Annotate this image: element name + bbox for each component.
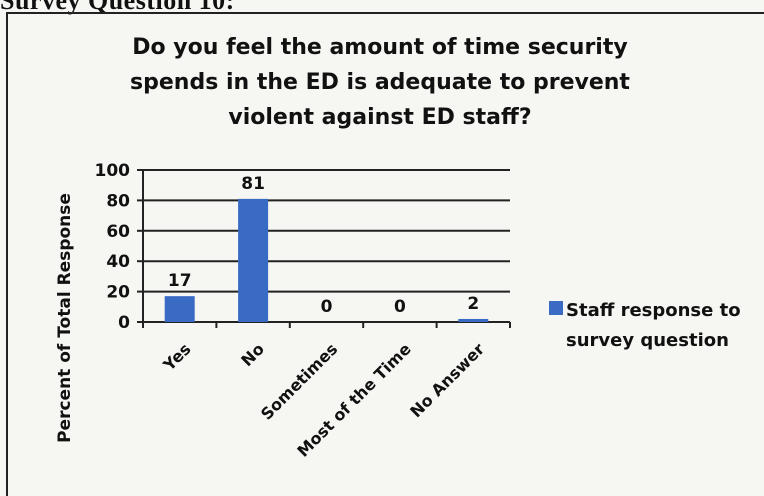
y-tick-label: 40 <box>106 252 130 272</box>
chart-title: Do you feel the amount of time security … <box>130 35 630 130</box>
data-label: 17 <box>168 271 192 291</box>
x-category-label: Yes <box>159 339 195 375</box>
y-tick-label: 20 <box>106 283 130 303</box>
x-category-label: No <box>237 339 268 370</box>
y-axis-label: Percent of Total Response <box>55 193 75 443</box>
legend: Staff response to survey question <box>549 296 746 356</box>
bar <box>164 296 195 322</box>
legend-swatch <box>549 301 563 315</box>
bar <box>238 198 269 322</box>
data-label: 0 <box>321 297 333 317</box>
y-tick-label: 80 <box>106 191 130 211</box>
y-tick-label: 60 <box>106 222 130 242</box>
data-label: 81 <box>241 174 265 194</box>
data-label: 0 <box>394 297 406 317</box>
page-header: Survey Question 10: <box>0 0 235 15</box>
legend-label: Staff response to survey question <box>566 300 741 351</box>
y-tick-label: 100 <box>95 161 131 181</box>
x-category-label: No Answer <box>406 339 488 421</box>
bar <box>458 318 489 322</box>
y-tick-label: 0 <box>118 313 130 333</box>
data-label: 2 <box>467 294 479 314</box>
chart-frame <box>6 12 764 496</box>
